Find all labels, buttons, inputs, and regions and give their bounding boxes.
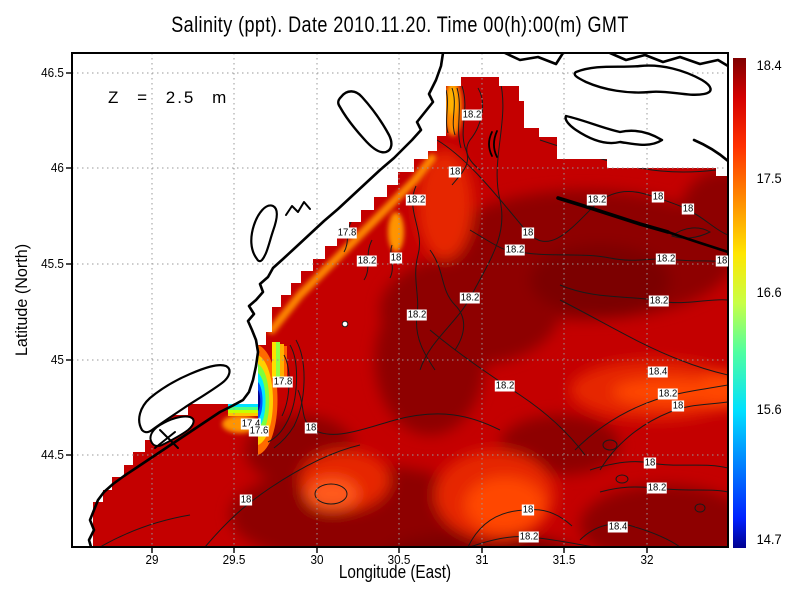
contour-label: 18.2: [461, 109, 483, 121]
land-cell-notch: [524, 96, 543, 128]
contour-label: 18.4: [647, 366, 669, 378]
coastal-orange-fringe: [222, 80, 462, 433]
colorbar: [733, 58, 746, 548]
contour-label: 18: [651, 191, 665, 203]
contour-label: 18: [715, 255, 729, 267]
contour-label: 18: [521, 504, 535, 516]
contour-label: 18.2: [655, 253, 677, 265]
plot-border: [71, 52, 729, 548]
contour-label: 18.2: [356, 255, 378, 267]
contour-label: 18.2: [646, 482, 668, 494]
x-tick-label: 29.5: [222, 552, 246, 567]
contour-label: 17.8: [336, 227, 358, 239]
colorbar-tick-label: 16.6: [756, 285, 782, 300]
axis-ticks: [66, 72, 648, 553]
y-tick-label: 46: [50, 160, 64, 175]
colorbar-tick-label: 18.4: [756, 58, 782, 73]
y-tick-label: 45: [50, 352, 64, 367]
plot-title: Salinity (ppt). Date 2010.11.20. Time 00…: [171, 12, 629, 37]
sea-field: [93, 77, 728, 547]
contour-label: 18.2: [648, 295, 670, 307]
contour-label: 17.4: [240, 418, 262, 430]
contour-label: 18.2: [586, 194, 608, 206]
x-tick-label: 31.5: [552, 552, 576, 567]
contour-label: 18: [681, 203, 695, 215]
x-tick-label: 30.5: [387, 552, 411, 567]
x-axis-label: Longitude (East): [338, 562, 452, 582]
x-tick-label: 31: [475, 552, 489, 567]
contour-label: 18.2: [406, 309, 428, 321]
contour-label: 18.2: [504, 244, 526, 256]
x-tick-label: 30: [310, 552, 324, 567]
contour-label: 18.2: [405, 194, 427, 206]
contour-label: 17.6: [248, 425, 270, 437]
contour-label: 18: [239, 494, 253, 506]
contour-label: 18: [448, 166, 462, 178]
contour-label: 18: [304, 422, 318, 434]
station-marker-dot: [341, 320, 349, 328]
x-tick-label: 32: [640, 552, 654, 567]
contour-label: 18.2: [657, 388, 679, 400]
contour-label: 18: [389, 252, 403, 264]
contour-label: 18.2: [518, 531, 540, 543]
y-tick-label: 46.5: [41, 65, 64, 80]
contour-label: 17.8: [272, 376, 294, 388]
contour-label: 18.4: [607, 521, 629, 533]
depth-annotation: Z = 2.5 m: [108, 88, 229, 107]
colorbar-tick-label: 15.6: [756, 402, 782, 417]
contour-label: 18: [671, 400, 685, 412]
colorbar-tick-label: 14.7: [756, 532, 782, 547]
x-tick-label: 29: [145, 552, 159, 567]
coastline: [87, 53, 728, 547]
y-tick-label: 45.5: [41, 256, 64, 271]
contour-label: 18.2: [494, 380, 516, 392]
y-tick-label: 44.5: [41, 447, 64, 462]
contour-label: 18.2: [459, 292, 481, 304]
contour-label: 18: [521, 227, 535, 239]
colorbar-tick-label: 17.5: [756, 171, 782, 186]
contour-label: 18: [643, 457, 657, 469]
